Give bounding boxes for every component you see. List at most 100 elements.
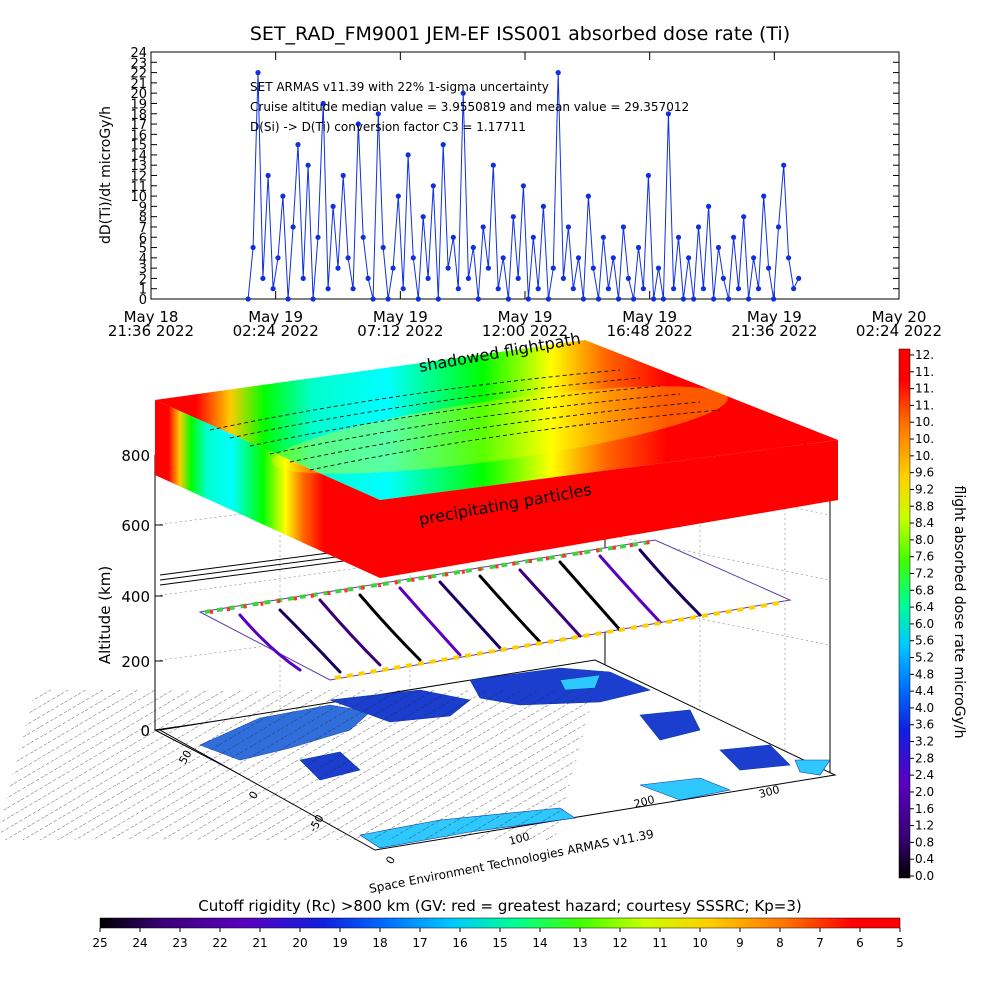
- y-tick-label: 15: [130, 139, 147, 154]
- data-point: [540, 203, 547, 209]
- rigidity-tick-label: 17: [412, 936, 427, 950]
- data-point: [545, 296, 552, 302]
- data-point: [280, 193, 286, 199]
- altitude-tick-label: 600: [121, 517, 150, 535]
- rigidity-tick-label: 25: [92, 936, 107, 950]
- data-point: [255, 70, 261, 76]
- rigidity-colorbar-ticks: 25 24 23 22 21 20 19 18 17 16 15 14 13 12 11 10 9 8 7 6 5: [92, 928, 904, 950]
- rigidity-tick-label: 20: [292, 936, 307, 950]
- data-point: [250, 244, 256, 251]
- data-point: [755, 286, 762, 292]
- data-point: [741, 214, 747, 220]
- svg-text:200: 200: [632, 793, 656, 811]
- data-point: [310, 296, 316, 302]
- dose-rate-tick-label: 9.6: [915, 466, 934, 480]
- y-tick-label: 20: [130, 87, 147, 102]
- data-point: [390, 265, 396, 271]
- data-point: [480, 224, 486, 230]
- data-point: [715, 244, 722, 251]
- dose-rate-colorbar: 12. 11. 11. 11. 10. 10. 10. 9.6 9.2 8.8 8.4 8.0 7.6 7…: [898, 348, 967, 883]
- data-point: [695, 224, 702, 230]
- data-point: [726, 296, 732, 302]
- x-tick-label-time: 16:48 2022: [607, 322, 693, 340]
- data-point: [300, 275, 306, 281]
- rigidity-tick-label: 9: [736, 936, 744, 950]
- data-point: [600, 234, 607, 240]
- rigidity-tick-label: 13: [572, 936, 587, 950]
- y-tick-label: 5: [139, 242, 147, 257]
- data-point: [775, 224, 782, 230]
- y-tick-label: 1: [139, 283, 147, 298]
- svg-text:50: 50: [176, 748, 194, 767]
- data-point: [515, 275, 521, 281]
- data-point: [270, 286, 276, 292]
- dose-rate-tick-label: 10.: [915, 432, 934, 446]
- rigidity-colorbar: Cutoff rigidity (Rc) >800 km (GV: red = …: [92, 897, 903, 950]
- x-tick-label-date: May 19: [622, 308, 677, 326]
- data-point: [295, 142, 301, 148]
- dose-rate-tick-label: 0.0: [915, 869, 934, 883]
- data-point: [766, 265, 772, 271]
- data-point: [605, 286, 612, 292]
- data-point: [575, 255, 582, 261]
- data-point: [680, 296, 687, 302]
- rigidity-tick-label: 10: [692, 936, 707, 950]
- y-tick-label: 12: [130, 170, 147, 185]
- top-time-series-panel: 0123456789101112131415161718192021222324…: [98, 46, 942, 340]
- data-point: [475, 296, 481, 302]
- y-tick-label: 2: [139, 272, 147, 287]
- y-tick-label: 14: [130, 149, 147, 164]
- data-point: [450, 234, 456, 240]
- data-point: [565, 224, 572, 230]
- rigidity-tick-label: 5: [896, 936, 904, 950]
- data-point: [305, 162, 311, 168]
- dose-rate-tick-label: 7.2: [915, 566, 934, 580]
- annotation-line-2: Cruise altitude median value = 3.9550819…: [250, 100, 689, 114]
- y-tick-label: 10: [130, 190, 147, 205]
- x-tick-label-date: May 18: [124, 308, 179, 326]
- chart-title: SET_RAD_FM9001 JEM-EF ISS001 absorbed do…: [250, 23, 790, 45]
- data-point: [350, 286, 356, 292]
- data-point: [245, 296, 251, 302]
- data-point: [706, 203, 712, 209]
- y-tick-label: 6: [139, 231, 147, 246]
- y-tick-label: 4: [139, 252, 147, 267]
- y-tick-label: 19: [130, 97, 147, 112]
- dose-rate-tick-label: 4.8: [915, 667, 934, 681]
- data-point: [631, 296, 637, 302]
- x-tick-label-date: May 19: [248, 308, 303, 326]
- y-tick-label: 18: [130, 108, 147, 123]
- x-tick-label-date: May 19: [747, 308, 802, 326]
- rigidity-tick-label: 24: [132, 936, 147, 950]
- y-tick-label: 13: [130, 159, 147, 174]
- 3d-flightpath-scene: 0200400600800 Altitude (km) 50 0 -50 0 1…: [0, 329, 838, 896]
- data-point: [315, 234, 321, 240]
- rigidity-tick-label: 18: [372, 936, 387, 950]
- dose-rate-tick-label: 3.2: [915, 735, 934, 749]
- x-tick-label-time: 21:36 2022: [108, 322, 194, 340]
- svg-text:100: 100: [507, 830, 531, 848]
- dose-rate-tick-label: 11.: [915, 382, 934, 396]
- dose-rate-tick-label: 1.2: [915, 819, 934, 833]
- rigidity-colorbar-title: Cutoff rigidity (Rc) >800 km (GV: red = …: [198, 897, 801, 915]
- dose-rate-tick-label: 3.6: [915, 718, 934, 732]
- x-tick-label-time: 21:36 2022: [731, 322, 817, 340]
- data-point: [495, 286, 501, 292]
- data-point: [395, 193, 401, 199]
- dose-rate-tick-label: 8.0: [915, 533, 934, 547]
- data-point: [530, 234, 536, 240]
- data-point: [655, 265, 662, 271]
- data-point: [620, 224, 627, 230]
- data-point: [570, 286, 576, 292]
- flightpath-surface: [198, 539, 792, 681]
- data-point: [355, 121, 361, 127]
- dose-rate-colorbar-label: flight absorbed dose rate microGy/h: [951, 486, 967, 739]
- data-point: [410, 255, 416, 261]
- data-point: [505, 296, 511, 302]
- rigidity-tick-label: 22: [212, 936, 227, 950]
- data-point: [400, 286, 406, 292]
- data-point: [415, 296, 421, 302]
- data-point: [651, 296, 657, 302]
- x-tick-label-date: May 19: [498, 308, 553, 326]
